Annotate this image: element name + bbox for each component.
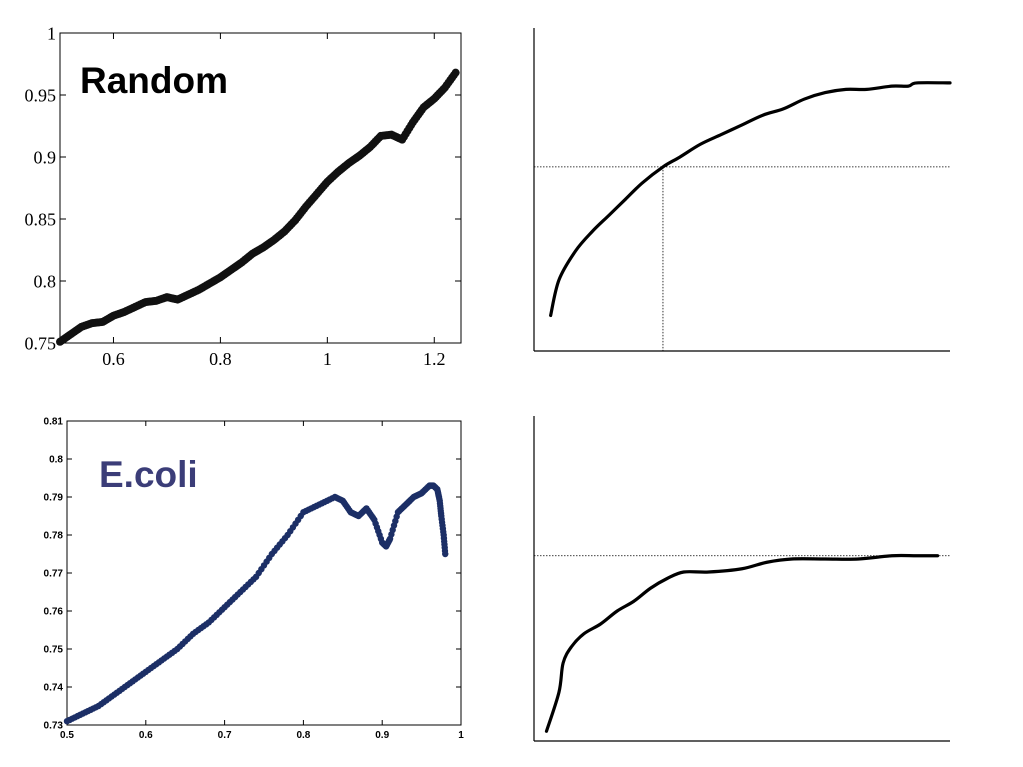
random-sketch-chart [533,28,952,352]
ecoli-y-tick-label: 0.73 [44,721,64,732]
ecoli-x-tick-label: 0.7 [218,730,232,741]
random-scatter-chart: 0.6 0.8 1 1.2 0.75 0.8 0.85 0.9 0.95 1 Random [25,23,462,369]
ecoli-x-tick-label: 0.9 [375,730,389,741]
random-y-tick-label: 0.8 [34,271,57,291]
ecoli-y-tick-label: 0.79 [44,493,64,504]
ecoli-data-points [63,482,449,725]
random-data-points [56,68,460,346]
random-plot-frame [59,32,462,344]
random-x-tick-label: 1.2 [423,349,446,369]
ecoli-x-tick-label: 0.6 [139,730,153,741]
ecoli-x-tick-label: 1 [458,730,464,741]
ecoli-sketch-line [544,553,940,733]
ecoli-tick-labels: 0.5 0.6 0.7 0.8 0.9 1 0.73 0.74 0.75 0.76 0.77 0.78… [44,417,465,742]
ecoli-scatter-chart: 0.5 0.6 0.7 0.8 0.9 1 0.73 0.74 0.75 0.76 0.77 0.78… [44,417,465,742]
ecoli-x-tick-label: 0.8 [296,730,310,741]
random-y-tick-label: 0.85 [25,209,57,229]
random-sketch-reference-lines [534,166,950,351]
random-sketch-curve [549,81,952,318]
ecoli-sketch-chart [533,416,950,742]
random-x-tick-label: 0.8 [209,349,232,369]
random-tick-labels: 0.6 0.8 1 1.2 0.75 0.8 0.85 0.9 0.95 1 [25,23,446,369]
ecoli-y-tick-label: 0.8 [49,455,63,466]
ecoli-sketch-curve [544,553,940,733]
ecoli-x-tick-label: 0.5 [60,730,74,741]
random-data-point [451,68,460,77]
random-x-tick-label: 0.6 [102,349,125,369]
random-sketch-line [549,81,952,318]
ecoli-y-tick-label: 0.75 [44,645,64,656]
random-y-tick-label: 0.9 [34,147,57,167]
ecoli-y-tick-label: 0.78 [44,531,64,542]
random-y-tick-label: 0.75 [25,333,57,353]
ecoli-data-point [442,550,449,558]
ecoli-panel-label: E.coli [99,454,198,495]
ecoli-y-tick-label: 0.77 [44,569,64,580]
random-y-tick-label: 0.95 [25,85,57,105]
ecoli-y-tick-label: 0.74 [44,683,64,694]
random-y-tick-label: 1 [47,23,56,43]
ecoli-axis-ticks [66,420,462,726]
random-panel-label: Random [80,60,228,101]
ecoli-y-tick-label: 0.76 [44,607,64,618]
ecoli-y-tick-label: 0.81 [44,417,64,428]
random-x-tick-label: 1 [323,349,332,369]
